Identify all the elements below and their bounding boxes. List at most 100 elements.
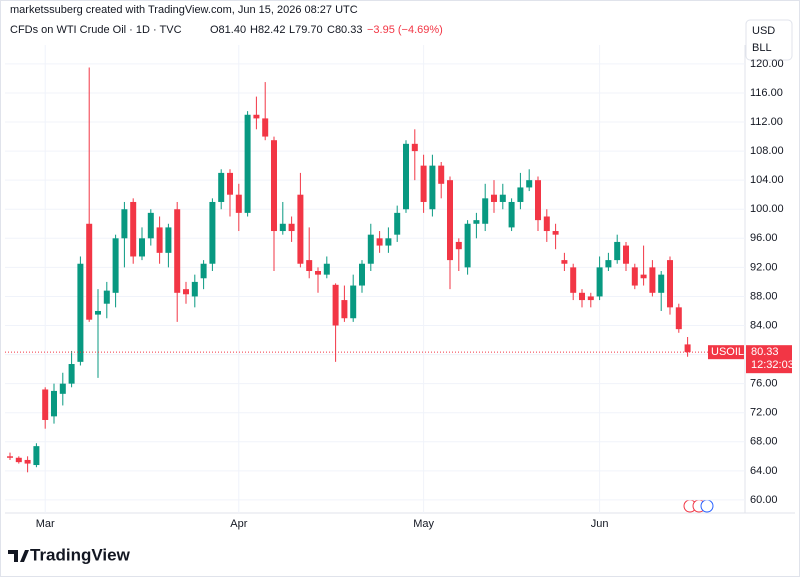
candle-body <box>429 165 436 210</box>
candle-body <box>271 140 277 232</box>
candle-body <box>649 267 656 293</box>
symbol: CFDs on WTI Crude Oil · 1D · TVC <box>10 24 182 36</box>
candle-body <box>367 234 374 264</box>
candle-body <box>491 194 497 202</box>
candle-body <box>587 296 594 301</box>
candle-body <box>147 212 154 239</box>
candle-body <box>596 267 603 297</box>
candle-body <box>526 180 533 188</box>
candle-body <box>438 165 445 184</box>
ohlc-low: L79.70 <box>289 24 323 36</box>
candle-body <box>253 114 260 119</box>
y-tick-label: 108.00 <box>750 145 784 157</box>
currency-icons <box>683 499 714 513</box>
candle-body <box>464 223 471 268</box>
candle-body <box>631 267 638 286</box>
candle-body <box>15 457 22 463</box>
candle-body <box>262 118 269 137</box>
unit: BLL <box>752 42 772 54</box>
currency-box[interactable] <box>745 19 793 61</box>
y-tick-label: 92.00 <box>750 261 778 273</box>
candle-body <box>200 263 207 279</box>
candle-body <box>341 300 348 319</box>
y-tick-label: 96.00 <box>750 232 778 244</box>
candle-body <box>297 194 304 264</box>
y-tick-label: 76.00 <box>750 378 778 390</box>
candle-body <box>86 223 93 320</box>
candle-body <box>306 260 313 272</box>
candle-body <box>218 172 225 202</box>
candle-body <box>623 245 629 264</box>
candle-body <box>552 231 559 235</box>
y-tick-label: 100.00 <box>750 203 784 215</box>
symbol-badge <box>708 345 744 360</box>
candle-body <box>95 310 101 315</box>
candle-body <box>121 209 128 239</box>
candle-body <box>570 267 577 293</box>
candle-body <box>614 241 621 261</box>
candle-body <box>68 364 75 384</box>
candle-body <box>675 307 682 330</box>
candle-body <box>499 194 506 202</box>
ohlc-high: H82.42 <box>250 24 285 36</box>
candle-body <box>359 263 365 286</box>
candle-body <box>174 209 181 293</box>
candle-body <box>385 238 392 246</box>
candle-body <box>42 389 49 420</box>
candle-body <box>420 165 427 202</box>
candle-body <box>605 260 612 268</box>
grid <box>5 45 745 513</box>
candle-body <box>7 456 13 458</box>
candle-body <box>535 180 541 221</box>
candle-body <box>394 212 401 235</box>
candle-body <box>350 285 357 319</box>
candle-body <box>156 227 163 253</box>
y-tick-label: 84.00 <box>750 319 778 331</box>
ohlc-open: O81.40 <box>210 24 246 36</box>
y-tick-label: 60.00 <box>750 494 778 506</box>
candle-body <box>658 274 665 293</box>
price-badge <box>746 345 792 374</box>
candle-body <box>235 194 242 213</box>
candle-body <box>561 260 568 264</box>
x-tick-label: Mar <box>36 518 55 530</box>
candle-body <box>508 201 515 228</box>
y-tick-label: 112.00 <box>750 116 783 128</box>
currency: USD <box>752 25 775 37</box>
candle-body <box>376 238 383 246</box>
candle-body <box>288 223 295 232</box>
symbol-label: USOIL <box>711 346 744 358</box>
candle-body <box>323 263 330 275</box>
x-tick-label: Jun <box>591 518 609 530</box>
last-price-label: 80.33 <box>751 346 779 358</box>
candle-body <box>447 180 453 261</box>
y-tick-label: 88.00 <box>750 290 778 302</box>
candle-body <box>191 281 198 297</box>
ohlc-close: C80.33 <box>327 24 362 36</box>
credit: marketssuberg created with TradingView.c… <box>10 4 358 16</box>
candle-body <box>103 290 110 304</box>
candle-body <box>517 187 524 202</box>
brand: TradingView <box>30 545 131 564</box>
candle-body <box>130 201 137 257</box>
candle-body <box>411 143 418 152</box>
candle-body <box>139 238 145 257</box>
candle-body <box>315 271 321 275</box>
y-tick-label: 68.00 <box>750 436 778 448</box>
candle-body <box>332 284 339 326</box>
candle-body <box>482 198 489 224</box>
candle-body <box>473 220 480 224</box>
candle-body <box>209 201 216 264</box>
candle-body <box>403 143 409 210</box>
candle-body <box>24 459 31 464</box>
candle-body <box>33 446 40 466</box>
candle-body <box>51 390 57 417</box>
candle-body <box>455 241 462 250</box>
candle-body <box>183 289 189 295</box>
y-tick-label: 120.00 <box>750 58 784 70</box>
candle-body <box>543 216 550 232</box>
change: −3.95 (−4.69%) <box>367 24 443 36</box>
y-tick-label: 64.00 <box>750 465 778 477</box>
